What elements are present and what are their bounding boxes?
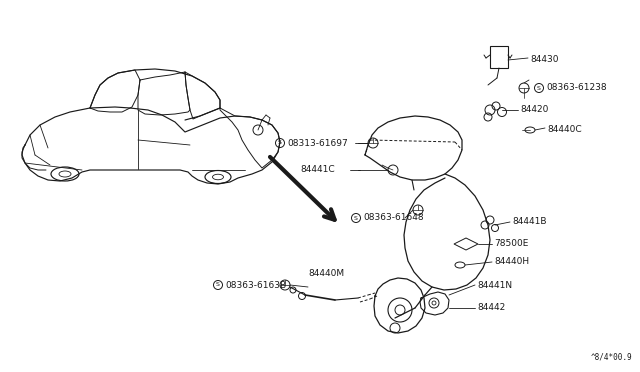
Text: S: S [278,141,282,145]
Text: 08363-61238: 08363-61238 [546,83,607,93]
Text: ^8/4*00.9: ^8/4*00.9 [590,353,632,362]
Text: 84440C: 84440C [547,125,582,135]
Text: 84441B: 84441B [512,218,547,227]
Text: 84441C: 84441C [300,166,335,174]
Text: 08313-61697: 08313-61697 [287,138,348,148]
Text: 08363-6163B: 08363-6163B [225,280,286,289]
Text: S: S [354,215,358,221]
Text: 78500E: 78500E [494,240,529,248]
Text: 84440H: 84440H [494,257,529,266]
Text: 84420: 84420 [520,106,548,115]
Text: 84440M: 84440M [308,269,344,279]
Text: 84441N: 84441N [477,280,512,289]
Text: 08363-61648: 08363-61648 [363,214,424,222]
Text: S: S [537,86,541,90]
Text: 84442: 84442 [477,304,505,312]
Text: 84430: 84430 [530,55,559,64]
Text: S: S [216,282,220,288]
